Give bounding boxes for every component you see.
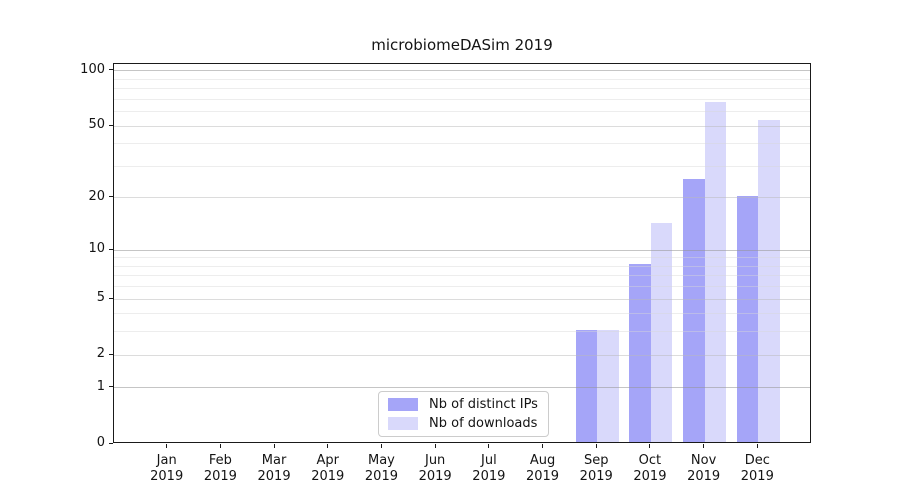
bar-downloads-nov	[704, 102, 727, 442]
y-tick-mark-100	[109, 69, 113, 71]
y-tick-mark-50	[109, 124, 113, 126]
bar-downloads-sep	[597, 329, 619, 442]
y-tick-label-2: 2	[96, 346, 105, 362]
y-tick-label-100: 100	[80, 61, 105, 77]
x-tick-label-feb: Feb 2019	[203, 453, 237, 484]
bar-downloads-oct	[650, 223, 673, 442]
x-tick-label-nov: Nov 2019	[687, 453, 721, 484]
legend-row-distinct-ips: Nb of distinct IPs	[388, 397, 538, 412]
x-tick-label-may: May 2019	[364, 453, 398, 484]
x-tick-mark-mar	[273, 444, 275, 448]
x-tick-mark-feb	[219, 444, 221, 448]
x-tick-label-aug: Aug 2019	[525, 453, 560, 484]
x-tick-label-dec: Dec 2019	[740, 453, 774, 484]
x-tick-mark-apr	[327, 444, 329, 448]
plot-area	[113, 63, 811, 443]
x-tick-label-oct: Oct 2019	[633, 453, 667, 484]
legend-swatch-downloads-icon	[388, 417, 418, 430]
x-tick-label-sep: Sep 2019	[579, 453, 613, 484]
bar-distinct-ips-nov	[683, 178, 705, 442]
legend-row-downloads: Nb of downloads	[388, 416, 538, 431]
x-tick-mark-may	[380, 444, 382, 448]
x-tick-mark-jun	[434, 444, 436, 448]
legend-swatch-distinct-ips-icon	[388, 398, 418, 411]
bar-distinct-ips-dec	[736, 195, 759, 442]
y-tick-label-1: 1	[96, 378, 105, 394]
y-tick-label-5: 5	[96, 290, 105, 306]
x-tick-mark-sep	[595, 444, 597, 448]
x-tick-label-apr: Apr 2019	[311, 453, 345, 484]
legend: Nb of distinct IPs Nb of downloads	[378, 391, 549, 437]
x-tick-label-mar: Mar 2019	[257, 453, 291, 484]
x-tick-mark-jul	[488, 444, 490, 448]
y-tick-mark-0	[109, 442, 113, 444]
y-tick-mark-20	[109, 196, 113, 198]
y-tick-mark-2	[109, 353, 113, 355]
x-tick-label-jan: Jan 2019	[150, 453, 184, 484]
bar-downloads-dec	[758, 119, 780, 442]
x-tick-mark-nov	[703, 444, 705, 448]
x-tick-mark-oct	[649, 444, 651, 448]
y-tick-mark-10	[109, 248, 113, 250]
legend-label-distinct-ips: Nb of distinct IPs	[429, 397, 538, 412]
x-tick-label-jun: Jun 2019	[418, 453, 452, 484]
legend-label-downloads: Nb of downloads	[429, 416, 538, 431]
x-tick-mark-dec	[756, 444, 758, 448]
y-tick-label-20: 20	[88, 188, 105, 204]
x-tick-mark-jan	[166, 444, 168, 448]
bar-distinct-ips-sep	[575, 329, 598, 442]
bar-distinct-ips-oct	[629, 264, 651, 442]
x-tick-label-jul: Jul 2019	[472, 453, 506, 484]
x-tick-mark-aug	[542, 444, 544, 448]
bars-layer	[114, 64, 810, 442]
y-tick-mark-5	[109, 297, 113, 299]
y-tick-label-50: 50	[88, 117, 105, 133]
y-tick-label-0: 0	[96, 435, 105, 450]
chart-title: microbiomeDASim 2019	[371, 36, 553, 54]
y-tick-label-10: 10	[88, 241, 105, 257]
y-tick-mark-1	[109, 386, 113, 388]
